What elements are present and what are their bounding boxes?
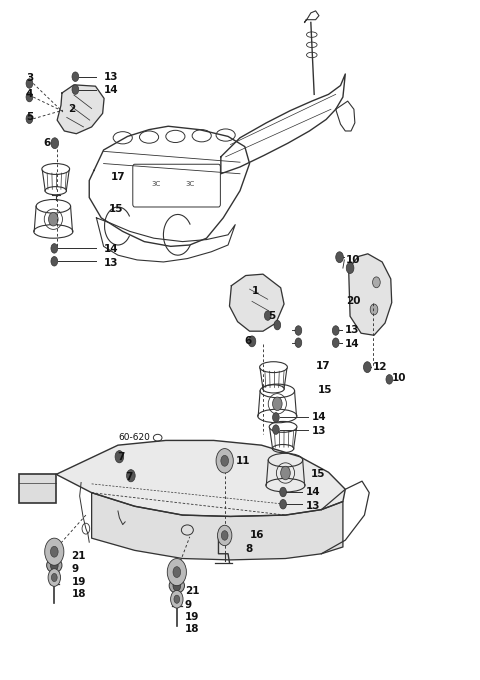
Text: 9: 9 xyxy=(72,564,79,575)
Text: 15: 15 xyxy=(108,204,123,214)
Circle shape xyxy=(281,466,290,480)
Polygon shape xyxy=(57,85,104,134)
Text: 60-620: 60-620 xyxy=(118,433,150,442)
Text: 10: 10 xyxy=(346,255,361,265)
Polygon shape xyxy=(229,274,284,331)
Text: 3C: 3C xyxy=(185,181,194,187)
Text: 13: 13 xyxy=(104,258,118,268)
Circle shape xyxy=(386,375,393,384)
Circle shape xyxy=(173,580,180,591)
Text: 21: 21 xyxy=(185,586,200,596)
Circle shape xyxy=(280,500,287,509)
Text: 20: 20 xyxy=(346,296,361,305)
Circle shape xyxy=(332,326,339,335)
Text: 16: 16 xyxy=(250,530,264,541)
Text: 6: 6 xyxy=(44,138,51,148)
Circle shape xyxy=(295,338,302,347)
Text: 13: 13 xyxy=(306,500,321,511)
Circle shape xyxy=(45,538,64,565)
Text: 15: 15 xyxy=(318,385,332,395)
Text: 8: 8 xyxy=(246,544,253,554)
Circle shape xyxy=(346,262,354,273)
Circle shape xyxy=(48,212,58,226)
Circle shape xyxy=(26,79,33,88)
Circle shape xyxy=(51,573,57,581)
Text: 14: 14 xyxy=(344,339,359,349)
Text: 18: 18 xyxy=(72,589,86,599)
Circle shape xyxy=(51,243,58,253)
Circle shape xyxy=(273,413,279,422)
Text: 7: 7 xyxy=(117,452,124,462)
Text: 14: 14 xyxy=(306,487,321,497)
Text: 17: 17 xyxy=(316,361,330,371)
Circle shape xyxy=(72,85,79,95)
Circle shape xyxy=(170,590,183,608)
Circle shape xyxy=(273,397,282,411)
Text: 14: 14 xyxy=(312,412,326,422)
Text: 1: 1 xyxy=(252,286,259,296)
Circle shape xyxy=(50,546,58,557)
Text: 14: 14 xyxy=(104,244,118,254)
Circle shape xyxy=(216,449,233,473)
Text: 11: 11 xyxy=(236,456,251,466)
Text: 15: 15 xyxy=(311,469,325,479)
Circle shape xyxy=(26,114,33,124)
Circle shape xyxy=(51,138,59,149)
Circle shape xyxy=(217,525,232,545)
Circle shape xyxy=(372,277,380,288)
Circle shape xyxy=(295,326,302,335)
Text: 10: 10 xyxy=(392,373,407,383)
Circle shape xyxy=(50,560,58,571)
Text: 3: 3 xyxy=(26,73,33,83)
Circle shape xyxy=(127,470,135,482)
Circle shape xyxy=(336,252,343,262)
Text: 18: 18 xyxy=(185,624,200,634)
FancyBboxPatch shape xyxy=(19,475,56,503)
Circle shape xyxy=(221,456,228,466)
Circle shape xyxy=(370,304,378,315)
Circle shape xyxy=(273,425,279,435)
Circle shape xyxy=(72,72,79,82)
Text: 5: 5 xyxy=(26,112,33,122)
Circle shape xyxy=(26,92,33,102)
Text: 7: 7 xyxy=(125,472,132,482)
Circle shape xyxy=(274,320,281,330)
Text: 6: 6 xyxy=(245,337,252,346)
Circle shape xyxy=(115,451,124,463)
Circle shape xyxy=(174,595,180,603)
Circle shape xyxy=(48,568,60,586)
Polygon shape xyxy=(348,254,392,335)
Text: 13: 13 xyxy=(312,426,326,436)
Circle shape xyxy=(248,336,256,347)
Text: 9: 9 xyxy=(185,600,192,610)
Text: 17: 17 xyxy=(111,172,125,182)
Text: 19: 19 xyxy=(72,577,86,587)
Text: 2: 2 xyxy=(68,104,75,114)
Circle shape xyxy=(363,362,371,373)
Text: 19: 19 xyxy=(185,612,199,622)
Text: 3C: 3C xyxy=(152,181,161,187)
Circle shape xyxy=(221,530,228,540)
Text: 14: 14 xyxy=(104,85,118,95)
Circle shape xyxy=(264,311,271,320)
Text: 4: 4 xyxy=(26,89,33,99)
Text: 5: 5 xyxy=(268,311,275,320)
Circle shape xyxy=(51,256,58,266)
Circle shape xyxy=(332,338,339,347)
Ellipse shape xyxy=(47,558,62,573)
Circle shape xyxy=(167,558,186,585)
Polygon shape xyxy=(56,441,345,516)
Polygon shape xyxy=(92,493,343,560)
Text: 13: 13 xyxy=(344,326,359,335)
Text: 13: 13 xyxy=(104,71,118,82)
Circle shape xyxy=(280,488,287,497)
Text: 12: 12 xyxy=(373,362,387,372)
Text: 21: 21 xyxy=(72,551,86,561)
Circle shape xyxy=(173,566,180,577)
Ellipse shape xyxy=(169,578,184,593)
